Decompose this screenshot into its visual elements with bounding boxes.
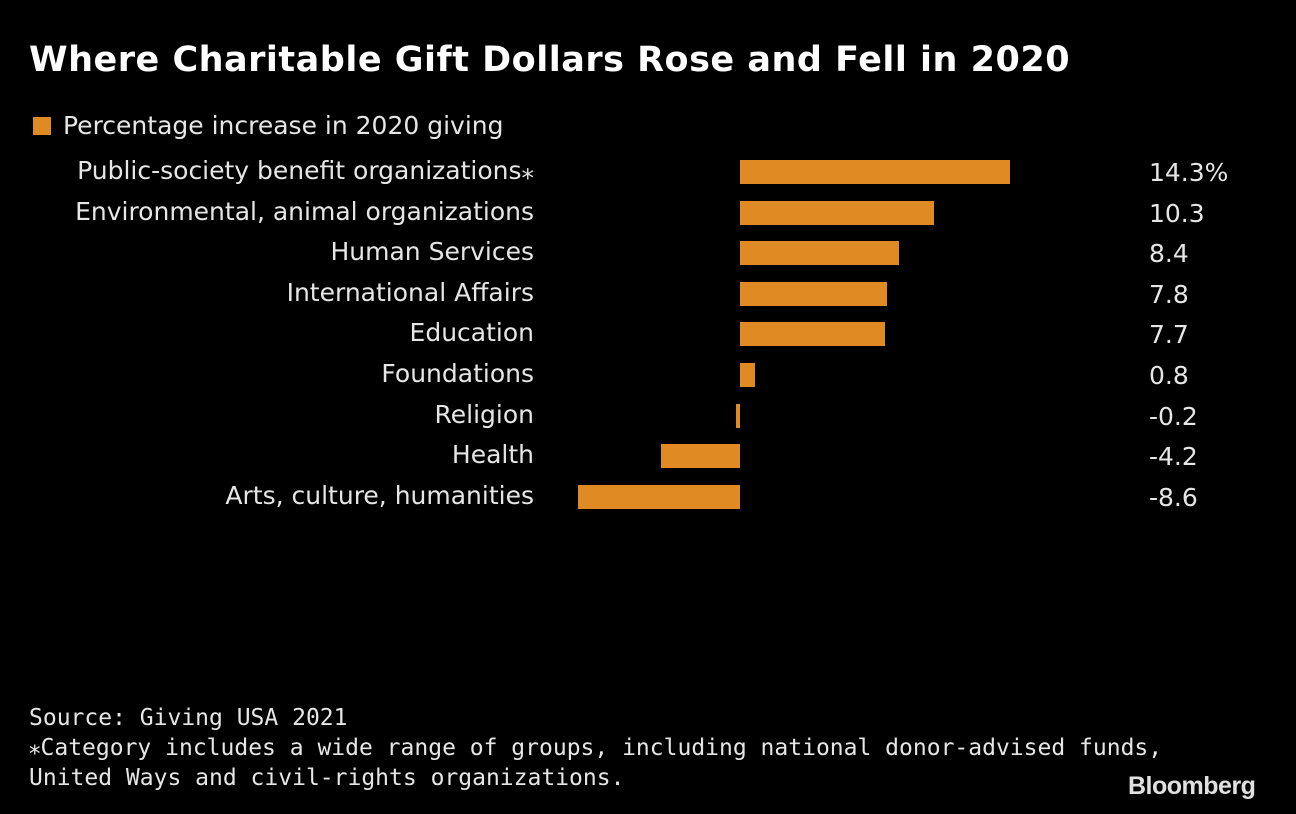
footer: Source: Giving USA 2021 ⁎Category includ… xyxy=(29,703,1162,793)
bar xyxy=(740,160,1010,184)
category-label: Public-society benefit organizations⁎ xyxy=(77,156,534,185)
bar xyxy=(736,403,740,428)
legend-swatch xyxy=(33,116,51,135)
legend: Percentage increase in 2020 giving xyxy=(33,111,503,140)
source-note: Source: Giving USA 2021 xyxy=(29,705,348,731)
bar xyxy=(740,241,899,266)
footnote-line-1: ⁎Category includes a wide range of group… xyxy=(29,735,1163,761)
footnote-line-2: United Ways and civil-rights organizatio… xyxy=(29,765,625,791)
legend-label: Percentage increase in 2020 giving xyxy=(63,111,504,140)
category-label: Health xyxy=(451,440,534,470)
bar xyxy=(740,363,756,387)
bloomberg-logo: Bloomberg xyxy=(1128,772,1256,800)
value-label: 7.7 xyxy=(1149,320,1189,350)
category-label: Environmental, animal organizations xyxy=(75,196,534,226)
category-label: Education xyxy=(409,318,534,348)
value-label: 8.4 xyxy=(1149,239,1189,269)
value-label: -0.2 xyxy=(1149,401,1198,431)
value-label: 10.3 xyxy=(1149,198,1205,228)
value-label: -8.6 xyxy=(1149,482,1198,512)
category-label: Foundations xyxy=(381,359,534,388)
bar xyxy=(660,444,740,469)
bar xyxy=(740,322,886,347)
value-label: 7.8 xyxy=(1149,279,1189,309)
chart-title: Where Charitable Gift Dollars Rose and F… xyxy=(29,40,1071,80)
bar xyxy=(740,281,888,306)
value-label: 0.8 xyxy=(1149,361,1189,390)
category-label: International Affairs xyxy=(286,277,534,307)
bar xyxy=(740,200,935,225)
bar xyxy=(577,484,740,509)
category-label: Religion xyxy=(434,399,534,429)
category-label: Human Services xyxy=(330,237,534,267)
value-label: -4.2 xyxy=(1149,442,1198,472)
category-label: Arts, culture, humanities xyxy=(225,480,534,510)
value-label: 14.3% xyxy=(1149,158,1229,187)
